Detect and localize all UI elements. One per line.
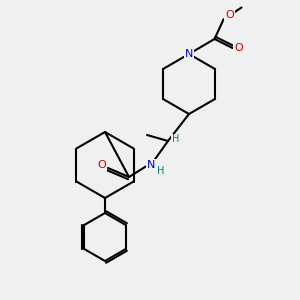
Text: H: H — [172, 134, 179, 145]
Text: N: N — [185, 49, 193, 59]
Text: H: H — [157, 166, 164, 176]
Text: O: O — [225, 10, 234, 20]
Text: O: O — [234, 43, 243, 53]
Text: N: N — [147, 160, 156, 170]
Text: O: O — [98, 160, 106, 170]
